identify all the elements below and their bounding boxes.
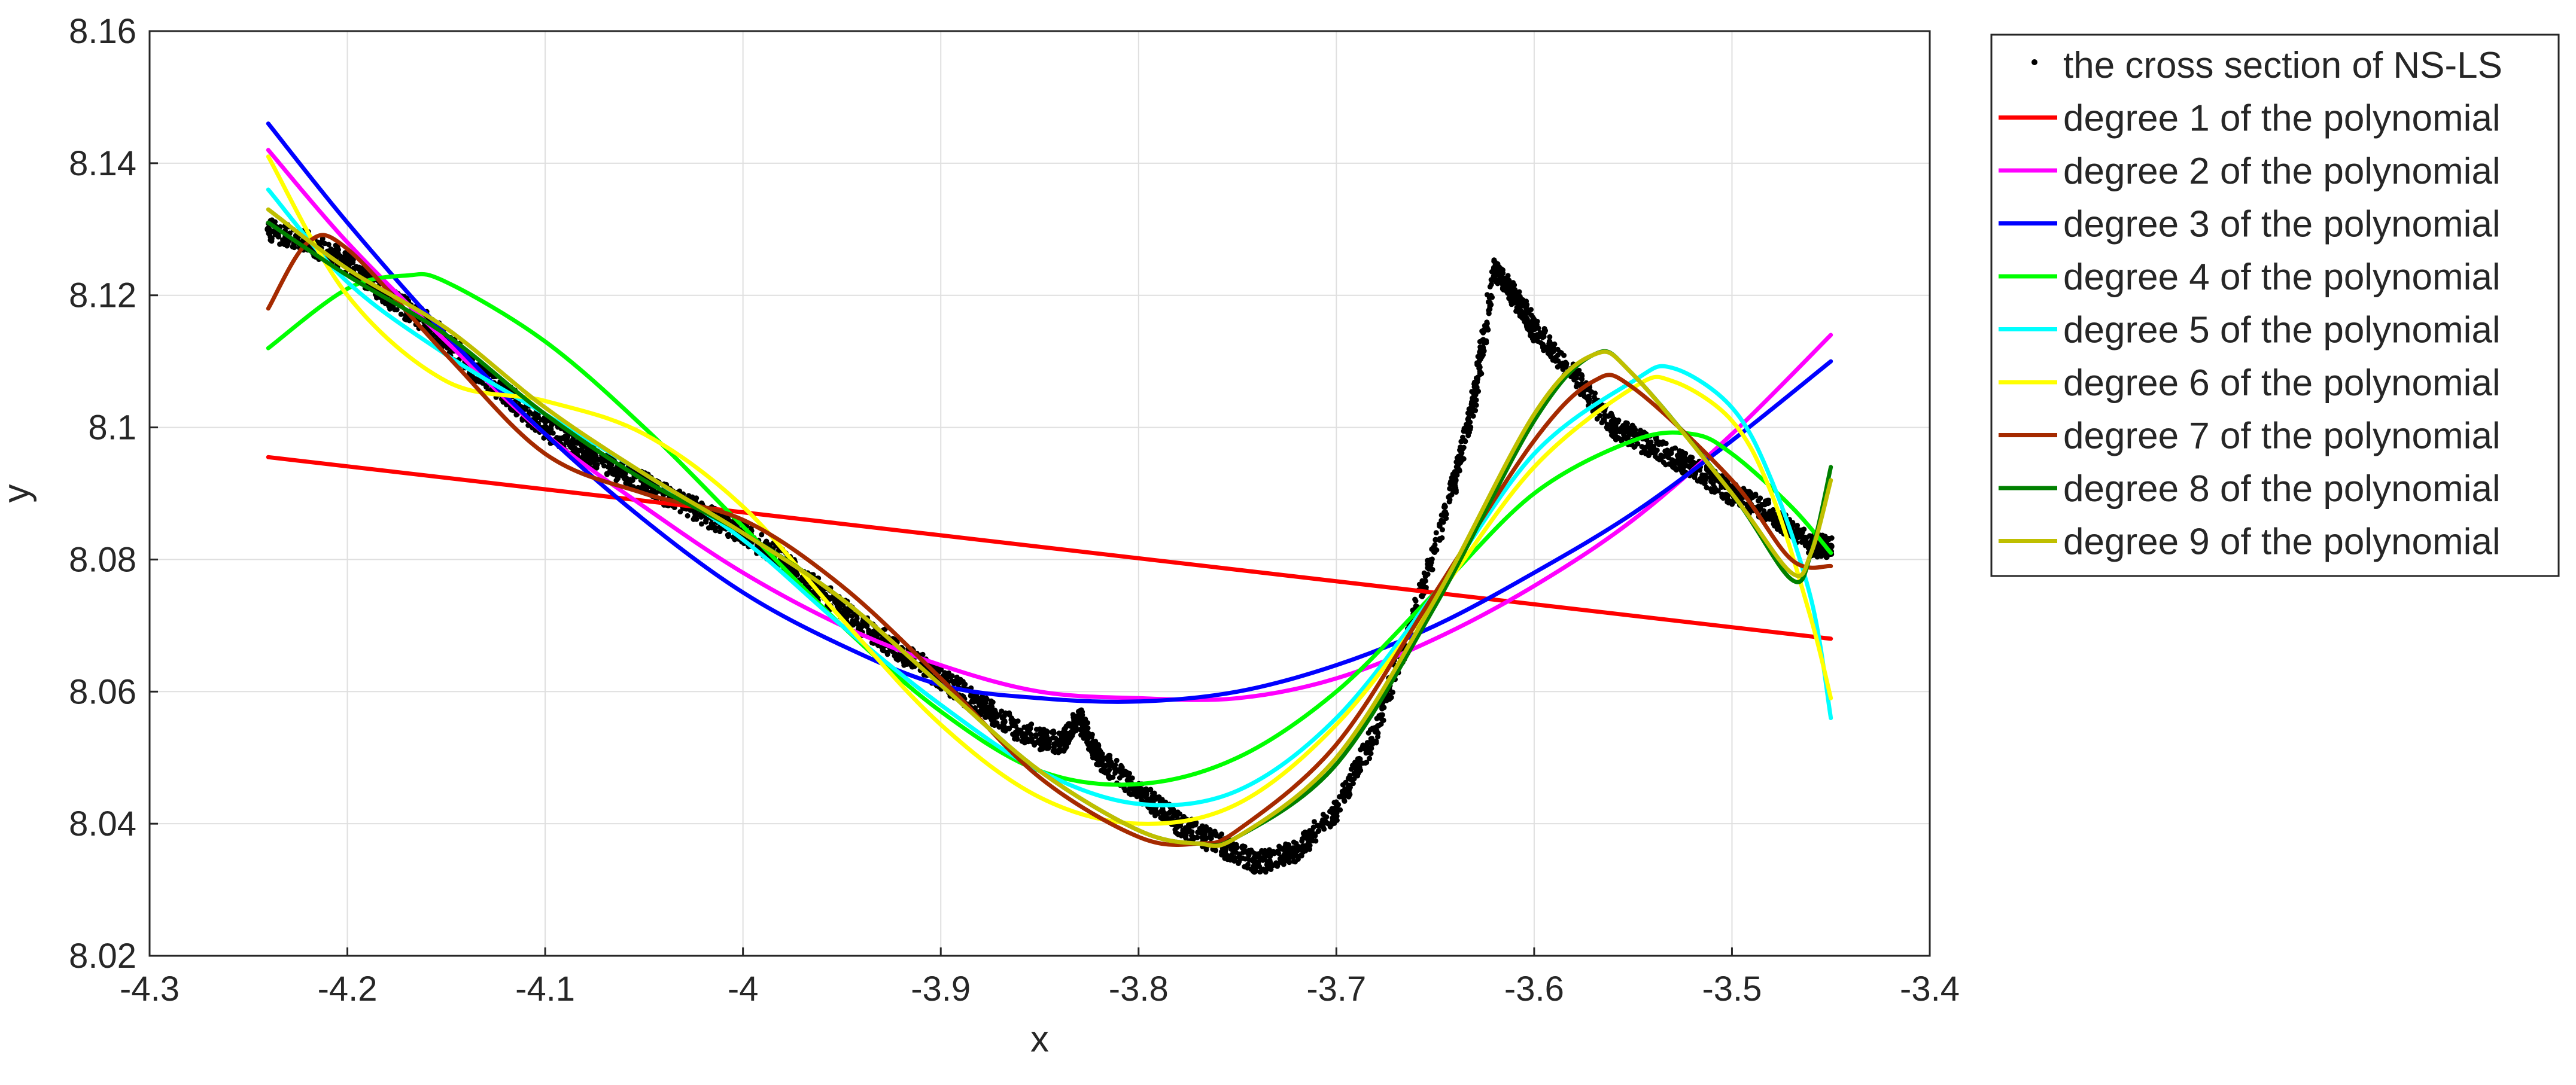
x-tick-label: -4.3: [120, 970, 180, 1008]
legend-item-degree-1: degree 1 of the polynomial: [1999, 98, 2501, 139]
scatter-point: [1292, 799, 1340, 862]
y-tick-label: 8.16: [69, 12, 136, 51]
series-line-degree-2: [266, 148, 1833, 702]
legend-item-degree-8: degree 8 of the polynomial: [1999, 468, 2501, 510]
scatter-point: [1688, 455, 1736, 507]
legend-label: degree 1 of the polynomial: [2063, 98, 2501, 139]
x-tick-label: -4.2: [318, 970, 378, 1008]
legend-item-degree-3: degree 3 of the polynomial: [1999, 204, 2501, 245]
legend-item-degree-6: degree 6 of the polynomial: [1999, 362, 2501, 404]
legend-label: degree 5 of the polynomial: [2063, 310, 2501, 351]
legend-item-degree-4: degree 4 of the polynomial: [1999, 257, 2501, 298]
x-tick-label: -3.8: [1109, 970, 1169, 1008]
legend-label: the cross section of NS-LS: [2063, 45, 2502, 86]
legend-label: degree 2 of the polynomial: [2063, 151, 2501, 192]
y-axis-label: y: [0, 484, 37, 503]
y-tick-label: 8.04: [69, 804, 136, 843]
scatter-point: [1510, 285, 1538, 339]
lines-layer: [266, 121, 1833, 848]
scatter-point: [1649, 434, 1696, 479]
legend-item-degree-7: degree 7 of the polynomial: [1999, 416, 2501, 457]
scatter-point: [1333, 725, 1379, 815]
x-tick-label: -4.1: [515, 970, 575, 1008]
x-tick-label: -3.5: [1702, 970, 1762, 1008]
y-tick-label: 8.14: [69, 144, 136, 183]
legend-label: degree 4 of the polynomial: [2063, 257, 2501, 298]
series-line-degree-7: [266, 233, 1833, 847]
series-line-degree-6: [266, 154, 1833, 826]
series-line-degree-1: [266, 455, 1833, 641]
y-tick-label: 8.1: [88, 409, 136, 447]
legend-item-degree-5: degree 5 of the polynomial: [1999, 310, 2501, 351]
scatter-point: [1254, 839, 1301, 875]
legend-item-degree-2: degree 2 of the polynomial: [1999, 151, 2501, 192]
x-tick-label: -3.6: [1504, 970, 1564, 1008]
scatter-point: [1075, 707, 1103, 768]
x-tick-label: -3.4: [1900, 970, 1960, 1008]
legend-label: degree 3 of the polynomial: [2063, 204, 2501, 245]
plot-frame: [148, 30, 1931, 957]
y-tick-label: 8.02: [69, 937, 136, 976]
y-tick-label: 8.06: [69, 672, 136, 711]
legend-box: [1990, 33, 2560, 577]
series-line-degree-9: [266, 207, 1833, 848]
series-line-degree-4: [266, 272, 1833, 787]
plot-area: [150, 31, 1930, 956]
x-tick-label: -4: [728, 970, 759, 1008]
legend-item-degree-9: degree 9 of the polynomial: [1999, 522, 2501, 563]
x-tick-label: -3.9: [911, 970, 971, 1008]
legend-label: degree 6 of the polynomial: [2063, 362, 2501, 404]
y-tick-label: 8.12: [69, 276, 136, 315]
legend: the cross section of NS-LS degree 1 of th…: [1990, 33, 2560, 577]
legend-label: degree 7 of the polynomial: [2063, 416, 2501, 457]
scatter-point: [1016, 721, 1062, 755]
scatter-point: [977, 693, 1021, 742]
legend-label: degree 9 of the polynomial: [2063, 522, 2501, 563]
legend-marker: [2031, 59, 2037, 65]
scatter-point: [1056, 709, 1083, 754]
legend-label: degree 8 of the polynomial: [2063, 468, 2501, 510]
legend-item-scatter: the cross section of NS-LS: [2031, 45, 2502, 86]
y-tick-label: 8.08: [69, 540, 136, 579]
axis-ticks: -4.3 -4.2 -4.1 -4 -3.9 -3.8 -3.7 -3.6 -3.5 -3.4 8.…: [69, 12, 1960, 1008]
x-axis-label: x: [1030, 1019, 1049, 1060]
x-tick-label: -3.7: [1306, 970, 1366, 1008]
